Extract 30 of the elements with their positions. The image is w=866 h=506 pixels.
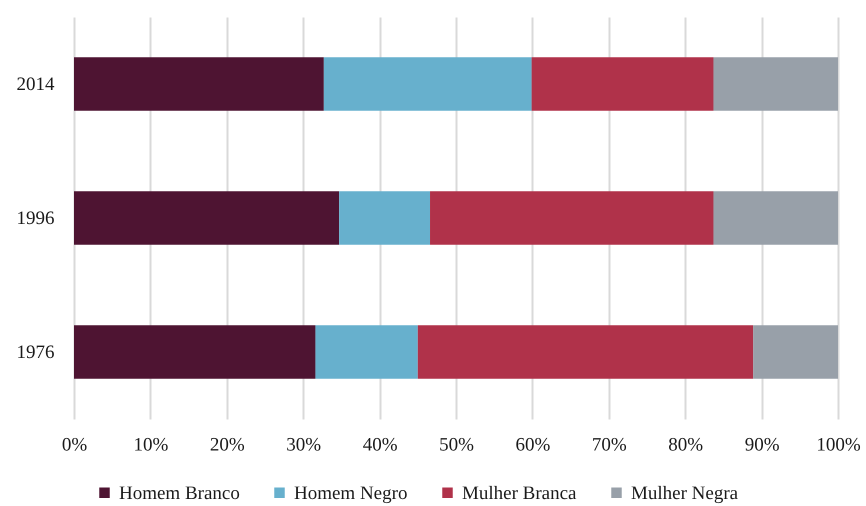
x-tick-label: 10%	[133, 434, 168, 456]
bar	[713, 191, 838, 245]
y-tick-label: 1976	[16, 342, 54, 363]
legend-label: Mulher Negra	[631, 482, 739, 504]
x-tick-label: 100%	[816, 434, 861, 456]
bar	[713, 57, 838, 111]
x-tick-label: 50%	[439, 434, 474, 456]
bar	[418, 325, 754, 379]
legend-label: Homem Negro	[294, 482, 408, 504]
bar	[324, 57, 532, 111]
y-tick-label: 2014	[16, 74, 55, 95]
x-tick-label: 60%	[515, 434, 550, 456]
x-tick-label: 20%	[210, 434, 245, 456]
x-tick-label: 0%	[62, 434, 88, 456]
y-tick-label: 1996	[16, 208, 54, 229]
bar	[753, 325, 838, 379]
bar	[430, 191, 714, 245]
bar	[315, 325, 418, 379]
legend-label: Mulher Branca	[462, 482, 578, 504]
legend-label: Homem Branco	[119, 482, 240, 504]
x-tick-label: 90%	[744, 434, 780, 456]
bar	[339, 191, 430, 245]
x-tick-label: 70%	[592, 434, 627, 456]
bar	[74, 57, 324, 111]
x-tick-label: 30%	[286, 434, 322, 456]
x-tick-label: 80%	[668, 434, 704, 456]
x-tick-label: 40%	[362, 434, 398, 456]
bar	[74, 325, 316, 379]
bar	[532, 57, 714, 111]
bar	[74, 191, 340, 245]
